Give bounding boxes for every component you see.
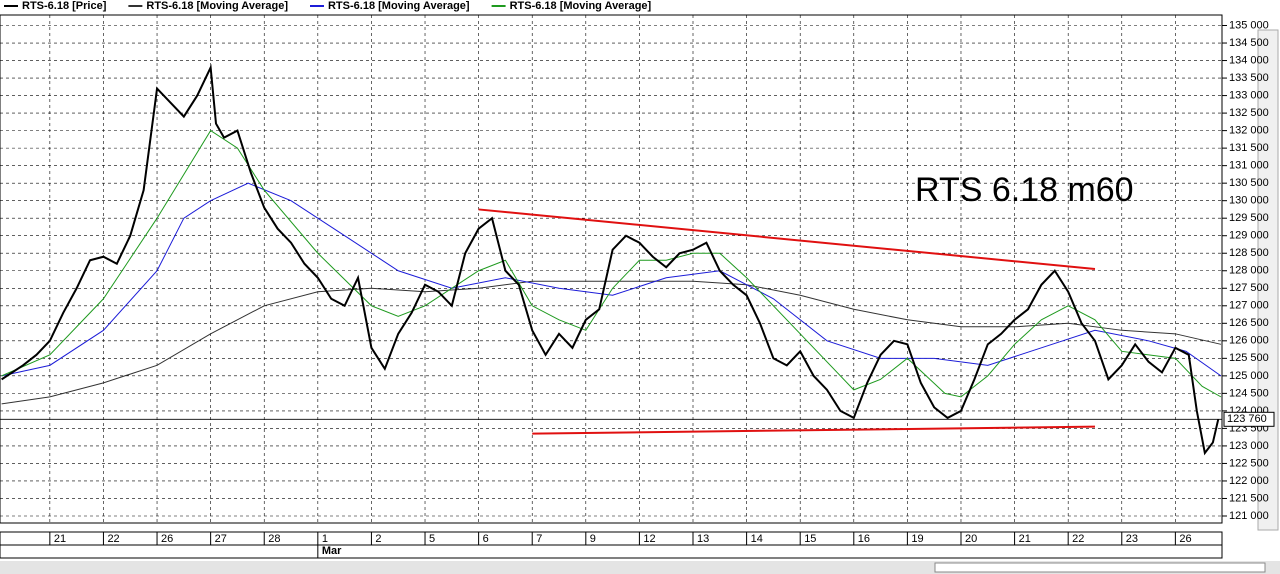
x-tick-label: 21 (1019, 533, 1031, 545)
x-tick-label: 7 (536, 533, 542, 545)
y-tick-label: 125 000 (1229, 370, 1269, 382)
x-tick-label: 27 (215, 533, 227, 545)
x-tick-label: 13 (697, 533, 709, 545)
x-tick-label: 22 (107, 533, 119, 545)
y-tick-label: 131 000 (1229, 160, 1269, 172)
plot-area (0, 14, 1223, 524)
month-label: Mar (322, 545, 342, 557)
x-tick-label: 14 (751, 533, 763, 545)
x-tick-label: 26 (161, 533, 173, 545)
last-value-label: 123 760 (1227, 413, 1267, 425)
x-tick-label: 1 (322, 533, 328, 545)
vertical-scrollbar[interactable] (1257, 29, 1279, 531)
y-tick-label: 132 500 (1229, 107, 1269, 119)
x-tick-label: 5 (429, 533, 435, 545)
y-tick-label: 129 500 (1229, 212, 1269, 224)
y-tick-label: 124 500 (1229, 387, 1269, 399)
x-tick-label: 20 (965, 533, 977, 545)
last-value-box (1223, 411, 1275, 427)
trendline (478, 208, 1096, 270)
x-tick-label: 9 (590, 533, 596, 545)
x-tick-label: 23 (1126, 533, 1138, 545)
moving-average-line (1, 182, 1222, 377)
price-line (1, 63, 1220, 456)
x-tick-label: 28 (268, 533, 280, 545)
y-tick-label: 134 000 (1229, 54, 1269, 66)
y-tick-label: 125 500 (1229, 352, 1269, 364)
y-tick-label: 123 000 (1229, 440, 1269, 452)
y-tick-label: 133 000 (1229, 89, 1269, 101)
y-tick-label: 133 500 (1229, 72, 1269, 84)
y-tick-label: 131 500 (1229, 142, 1269, 154)
y-tick-label: 122 000 (1229, 475, 1269, 487)
x-tick-label: 6 (483, 533, 489, 545)
moving-average-line (1, 280, 1222, 405)
moving-average-line (1, 129, 1222, 398)
x-tick-label: 12 (643, 533, 655, 545)
x-tick-label: 21 (54, 533, 66, 545)
y-tick-label: 132 000 (1229, 125, 1269, 137)
y-tick-label: 128 000 (1229, 265, 1269, 277)
y-tick-label: 128 500 (1229, 247, 1269, 259)
x-tick-label: 22 (1072, 533, 1084, 545)
y-tick-label: 126 500 (1229, 317, 1269, 329)
y-tick-label: 130 500 (1229, 177, 1269, 189)
y-tick-label: 135 000 (1229, 19, 1269, 31)
y-tick-label: 126 000 (1229, 335, 1269, 347)
legend-label: RTS-6.18 [Moving Average] (510, 0, 652, 12)
y-tick-label: 122 500 (1229, 457, 1269, 469)
trendline (532, 425, 1095, 435)
y-tick-label: 134 500 (1229, 37, 1269, 49)
legend-label: RTS-6.18 [Moving Average] (146, 0, 288, 12)
legend-label: RTS-6.18 [Price] (22, 0, 107, 12)
y-tick-label: 129 000 (1229, 230, 1269, 242)
x-tick-label: 19 (911, 533, 923, 545)
y-tick-label: 121 500 (1229, 492, 1269, 504)
y-tick-label: 127 000 (1229, 300, 1269, 312)
x-tick-label: 15 (804, 533, 816, 545)
y-tick-label: 130 000 (1229, 195, 1269, 207)
x-tick-label: 26 (1179, 533, 1191, 545)
scroll-thumb[interactable] (934, 562, 1266, 573)
legend-label: RTS-6.18 [Moving Average] (328, 0, 470, 12)
y-tick-label: 127 500 (1229, 282, 1269, 294)
annotation: RTS 6.18 m60 (915, 171, 1134, 209)
x-tick-label: 2 (375, 533, 381, 545)
x-tick-label: 16 (858, 533, 870, 545)
y-tick-label: 121 000 (1229, 510, 1269, 522)
